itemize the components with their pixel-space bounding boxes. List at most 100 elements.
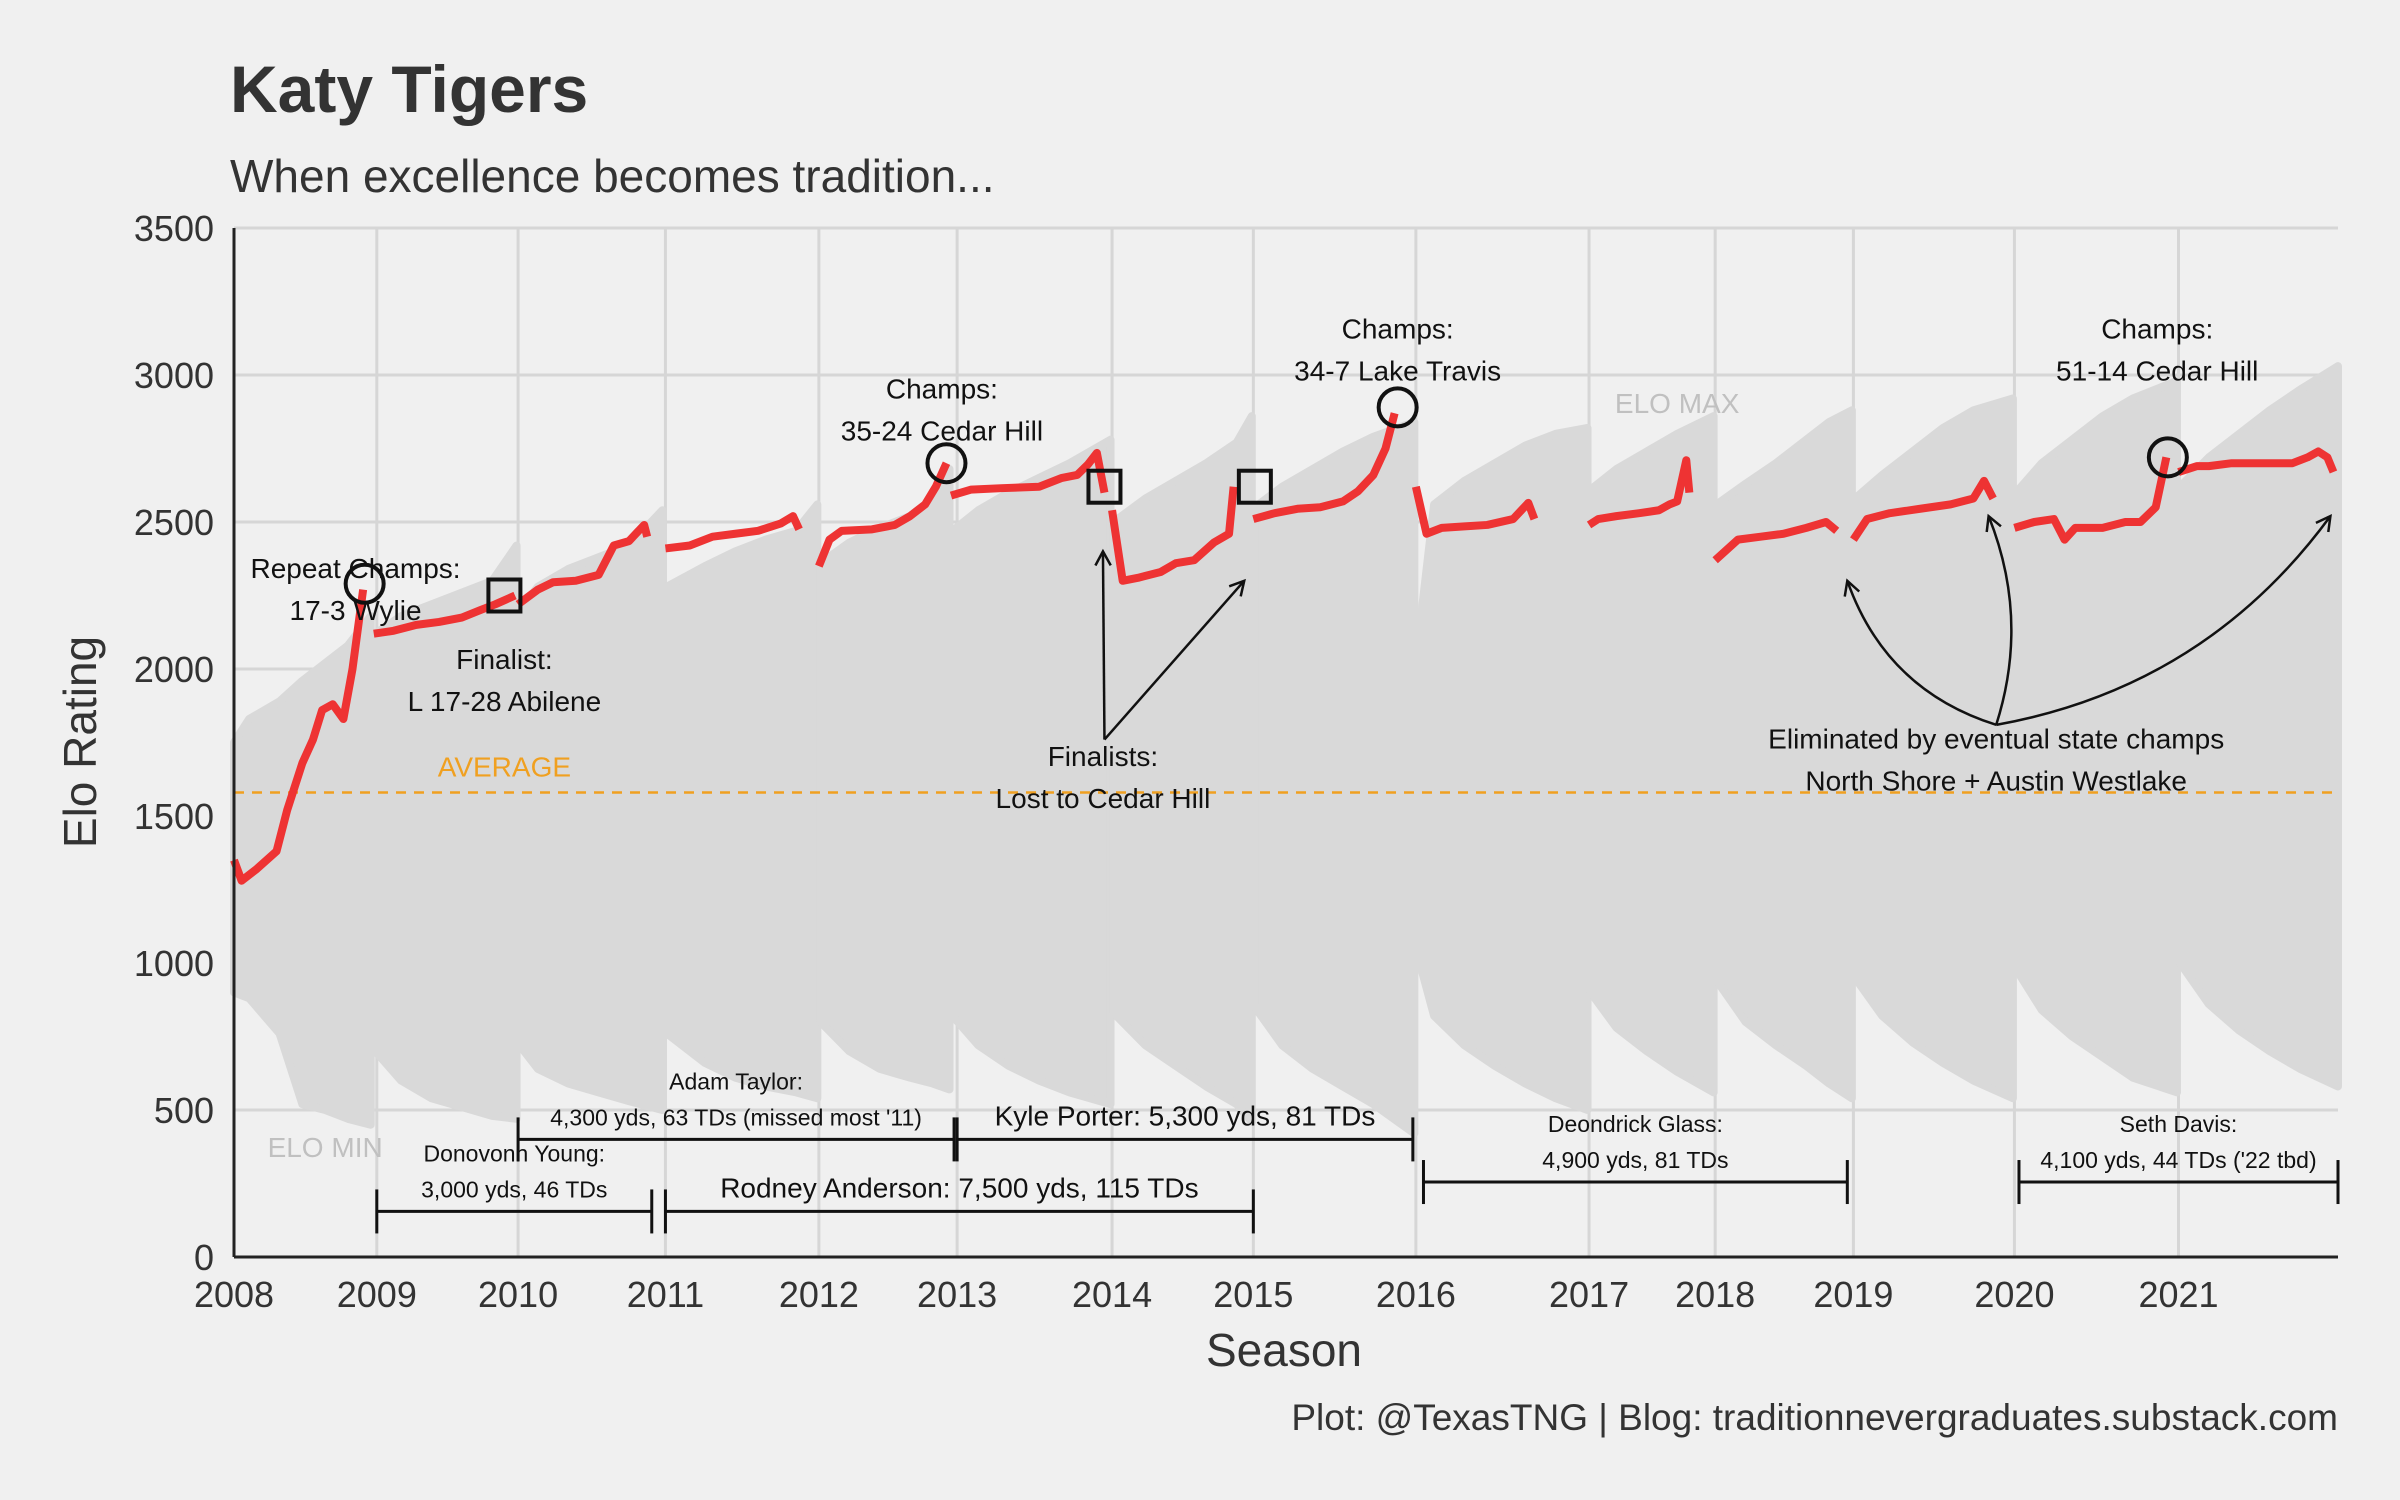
axes: 0 500 1000 1500 2000 2500 3000 3500 2008 2009 2010… xyxy=(134,208,2338,1315)
elo-band-season xyxy=(1586,412,1718,1097)
annotation: Finalists: Lost to Cedar Hill xyxy=(996,741,1211,814)
qb-label-line: Donovonn Young: xyxy=(423,1140,605,1166)
elo-series xyxy=(230,412,2338,885)
x-tick-label: 2015 xyxy=(1213,1274,1293,1315)
x-tick-label: 2016 xyxy=(1376,1274,1456,1315)
championship-circle xyxy=(2146,436,2189,479)
elo-band-season xyxy=(2011,376,2181,1097)
annotation-arrow xyxy=(1995,515,2332,727)
elo-band-season xyxy=(1712,406,1856,1103)
elo-band-season xyxy=(1413,423,1592,1114)
qb-label-line: 3,000 yds, 46 TDs xyxy=(421,1176,607,1202)
annotation-line: 17-3 Wylie xyxy=(290,595,422,626)
y-tick-label: 2000 xyxy=(134,649,214,690)
elo-band-season xyxy=(2176,362,2342,1091)
elo-line-season xyxy=(2013,456,2171,544)
arrow-head xyxy=(1094,548,1112,567)
plot-caption: Plot: @TexasTNG | Blog: traditionnevergr… xyxy=(1291,1397,2338,1438)
event-markers xyxy=(343,386,2189,614)
annotation-line: Finalists: xyxy=(1048,741,1158,772)
average-line-group: AVERAGE xyxy=(234,751,2338,794)
qb-label-line: 4,300 yds, 63 TDs (missed most '11) xyxy=(550,1104,922,1130)
x-tick-label: 2014 xyxy=(1072,1274,1152,1315)
elo-line-season xyxy=(373,591,517,638)
elo-line-season xyxy=(664,512,803,553)
finalist-square xyxy=(486,577,523,614)
x-tick-label: 2009 xyxy=(337,1274,417,1315)
qb-label-line: Seth Davis: xyxy=(2120,1111,2238,1137)
annotation-line: Champs: xyxy=(2101,313,2213,344)
band-label: ELO MAX xyxy=(1615,388,1740,419)
x-tick-label: 2011 xyxy=(627,1274,704,1315)
elo-band-season xyxy=(371,541,521,1123)
annotation-line: Repeat Champs: xyxy=(250,553,460,584)
y-tick-label: 3500 xyxy=(134,208,214,249)
x-tick-label: 2008 xyxy=(194,1274,274,1315)
elo-line-season xyxy=(1850,476,1997,542)
annotation: Finalist: L 17-28 Abilene xyxy=(408,644,602,717)
x-tick-label: 2017 xyxy=(1549,1274,1629,1315)
y-tick-label: 0 xyxy=(194,1237,214,1278)
x-axis-title: Season xyxy=(1206,1324,1362,1376)
annotation: Champs: 34-7 Lake Travis xyxy=(1294,313,1501,386)
championship-circle xyxy=(1376,386,1419,429)
elo-line-season xyxy=(515,520,652,608)
x-tick-label: 2019 xyxy=(1813,1274,1893,1315)
qb-label-line: Kyle Porter: 5,300 yds, 81 TDs xyxy=(995,1100,1376,1131)
band-label: ELO MIN xyxy=(268,1132,383,1163)
qb-label-line: 4,900 yds, 81 TDs xyxy=(1542,1147,1728,1173)
finalist-square xyxy=(1236,468,1273,505)
elo-band-season xyxy=(1250,418,1419,1138)
qb-label-line: Adam Taylor: xyxy=(669,1068,803,1094)
chart-subtitle: When excellence becomes tradition... xyxy=(230,150,995,202)
x-tick-label: 2012 xyxy=(779,1274,859,1315)
x-tick-label: 2021 xyxy=(2138,1274,2218,1315)
annotation-line: 51-14 Cedar Hill xyxy=(2056,355,2258,386)
qb-label: Deondrick Glass: 4,900 yds, 81 TDs xyxy=(1542,1111,1728,1173)
y-axis-title: Elo Rating xyxy=(54,636,106,848)
x-tick-label: 2010 xyxy=(478,1274,558,1315)
y-tick-label: 2500 xyxy=(134,502,214,543)
championship-circle xyxy=(343,562,386,605)
annotation-line: 35-24 Cedar Hill xyxy=(841,416,1043,447)
elo-band-season xyxy=(816,465,954,1094)
annotation-line: North Shore + Austin Westlake xyxy=(1805,765,2187,796)
annotation-line: Finalist: xyxy=(456,644,552,675)
elo-band-season xyxy=(1109,412,1256,1126)
x-tick-label: 2020 xyxy=(1974,1274,2054,1315)
elo-range-band: ELO MAX ELO MIN xyxy=(230,362,2342,1163)
qb-label: Donovonn Young: 3,000 yds, 46 TDs xyxy=(421,1140,607,1202)
qb-label: Adam Taylor: 4,300 yds, 63 TDs (missed mo… xyxy=(550,1068,922,1130)
elo-line-season xyxy=(1586,456,1694,529)
annotations: Repeat Champs: 17-3 Wylie Finalist: L 17-28… xyxy=(250,313,2332,814)
elo-line-season xyxy=(949,448,1109,500)
elo-band-season xyxy=(948,435,1115,1109)
annotation: Repeat Champs: 17-3 Wylie xyxy=(250,553,460,626)
y-tick-label: 500 xyxy=(154,1090,214,1131)
annotation-arrow xyxy=(1846,580,1997,727)
chart-title: Katy Tigers xyxy=(230,52,588,126)
elo-line-season xyxy=(2177,447,2338,476)
qb-label: Seth Davis: 4,100 yds, 44 TDs ('22 tbd) xyxy=(2040,1111,2316,1173)
elo-line-season xyxy=(230,589,368,885)
annotation-line: Eliminated by eventual state champs xyxy=(1768,723,2224,754)
elo-band-season xyxy=(1850,394,2017,1103)
elo-line-season xyxy=(815,461,951,568)
qb-label: Kyle Porter: 5,300 yds, 81 TDs xyxy=(995,1100,1376,1131)
annotation-line: 34-7 Lake Travis xyxy=(1294,355,1501,386)
annotation-arrow xyxy=(1103,579,1246,741)
qb-label-line: 4,100 yds, 44 TDs ('22 tbd) xyxy=(2040,1147,2316,1173)
annotation-arrow xyxy=(1101,551,1106,740)
arrow-head xyxy=(1228,578,1246,597)
qb-brackets: Donovonn Young: 3,000 yds, 46 TDs Adam Tay… xyxy=(375,1068,2340,1234)
y-tick-label: 1000 xyxy=(134,943,214,984)
qb-label: Rodney Anderson: 7,500 yds, 115 TDs xyxy=(720,1172,1198,1203)
elo-line-season xyxy=(1252,412,1399,523)
x-tick-label: 2013 xyxy=(917,1274,997,1315)
annotation: Champs: 35-24 Cedar Hill xyxy=(841,374,1043,447)
annotation-line: L 17-28 Abilene xyxy=(408,686,602,717)
arrow-head xyxy=(1985,513,2002,533)
annotation: Eliminated by eventual state champs North… xyxy=(1768,723,2224,796)
